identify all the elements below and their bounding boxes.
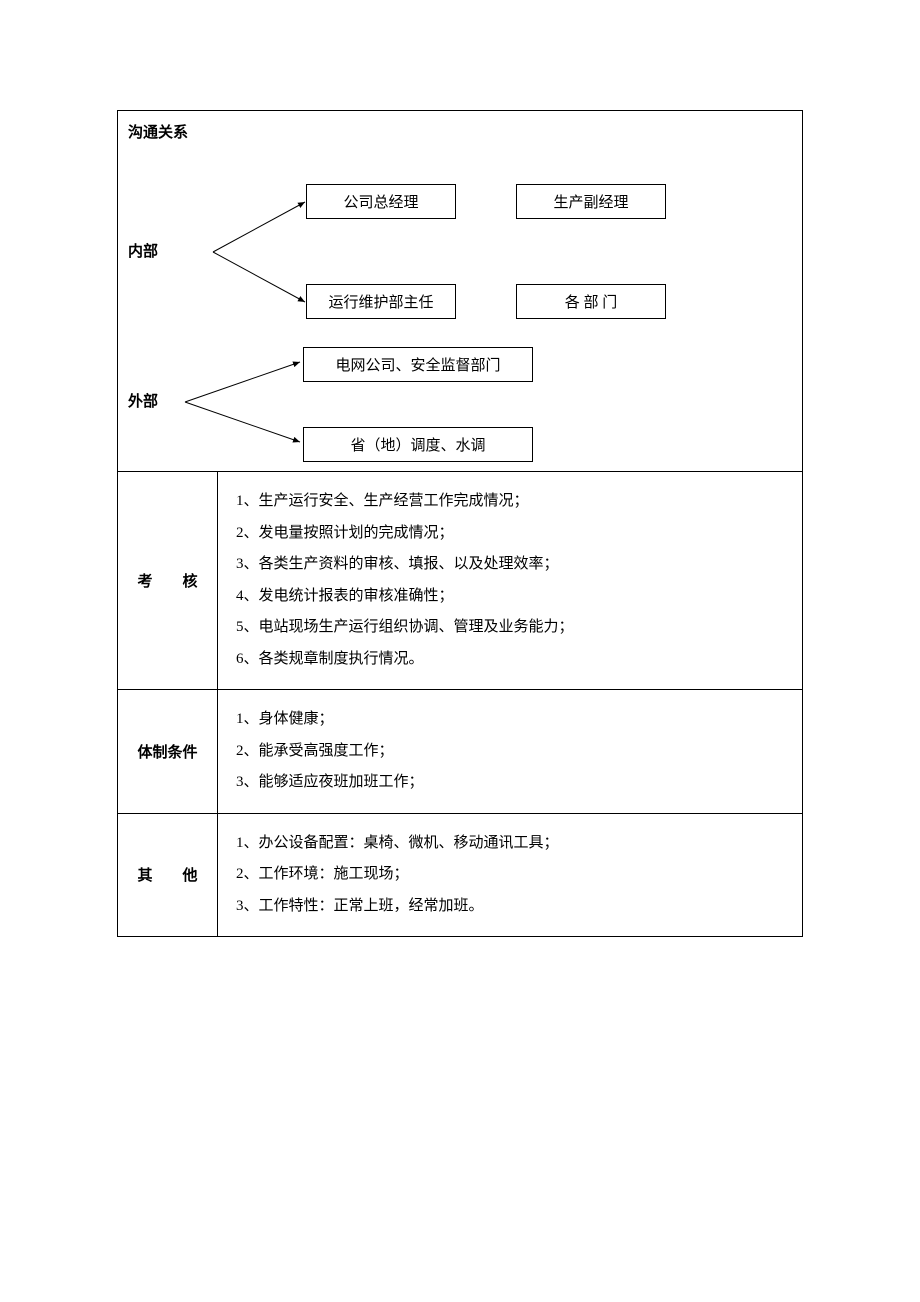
- list-item: 2、能承受高强度工作；: [236, 736, 784, 768]
- box-deputy: 生产副经理: [516, 184, 666, 219]
- label-other: 其 他: [118, 814, 218, 937]
- list-item: 1、办公设备配置：桌椅、微机、移动通讯工具；: [236, 828, 784, 860]
- content-other: 1、办公设备配置：桌椅、微机、移动通讯工具； 2、工作环境：施工现场； 3、工作…: [218, 814, 802, 937]
- communication-diagram: 内部 公司总经理 生产副经理 运行维护部主任 各 部 门 外部: [118, 142, 802, 472]
- section-conditions: 体制条件 1、身体健康； 2、能承受高强度工作； 3、能够适应夜班加班工作；: [118, 690, 802, 814]
- label-conditions: 体制条件: [118, 690, 218, 813]
- list-item: 5、电站现场生产运行组织协调、管理及业务能力；: [236, 612, 784, 644]
- list-item: 3、工作特性：正常上班，经常加班。: [236, 891, 784, 923]
- title-text: 沟通关系: [128, 125, 188, 141]
- label-external: 外部: [128, 390, 158, 411]
- section-other: 其 他 1、办公设备配置：桌椅、微机、移动通讯工具； 2、工作环境：施工现场； …: [118, 814, 802, 937]
- connector-external: [185, 352, 305, 452]
- list-item: 1、生产运行安全、生产经营工作完成情况；: [236, 486, 784, 518]
- list-item: 2、发电量按照计划的完成情况；: [236, 518, 784, 550]
- list-item: 1、身体健康；: [236, 704, 784, 736]
- list-item: 6、各类规章制度执行情况。: [236, 644, 784, 676]
- box-gm: 公司总经理: [306, 184, 456, 219]
- label-assessment: 考 核: [118, 472, 218, 689]
- list-item: 2、工作环境：施工现场；: [236, 859, 784, 891]
- list-item: 4、发电统计报表的审核准确性；: [236, 581, 784, 613]
- list-item: 3、能够适应夜班加班工作；: [236, 767, 784, 799]
- section-assessment: 考 核 1、生产运行安全、生产经营工作完成情况； 2、发电量按照计划的完成情况；…: [118, 472, 802, 690]
- content-conditions: 1、身体健康； 2、能承受高强度工作； 3、能够适应夜班加班工作；: [218, 690, 802, 813]
- connector-internal: [213, 192, 308, 312]
- box-dispatch: 省（地）调度、水调: [303, 427, 533, 462]
- box-departments: 各 部 门: [516, 284, 666, 319]
- list-item: 3、各类生产资料的审核、填报、以及处理效率；: [236, 549, 784, 581]
- content-assessment: 1、生产运行安全、生产经营工作完成情况； 2、发电量按照计划的完成情况； 3、各…: [218, 472, 802, 689]
- box-dept-head: 运行维护部主任: [306, 284, 456, 319]
- box-grid-safety: 电网公司、安全监督部门: [303, 347, 533, 382]
- label-internal: 内部: [128, 240, 158, 261]
- document-table: 沟通关系 内部 公司总经理 生产副经理 运行维护部主任 各 部 门 外部: [117, 110, 803, 937]
- section-title-communication: 沟通关系: [118, 111, 802, 142]
